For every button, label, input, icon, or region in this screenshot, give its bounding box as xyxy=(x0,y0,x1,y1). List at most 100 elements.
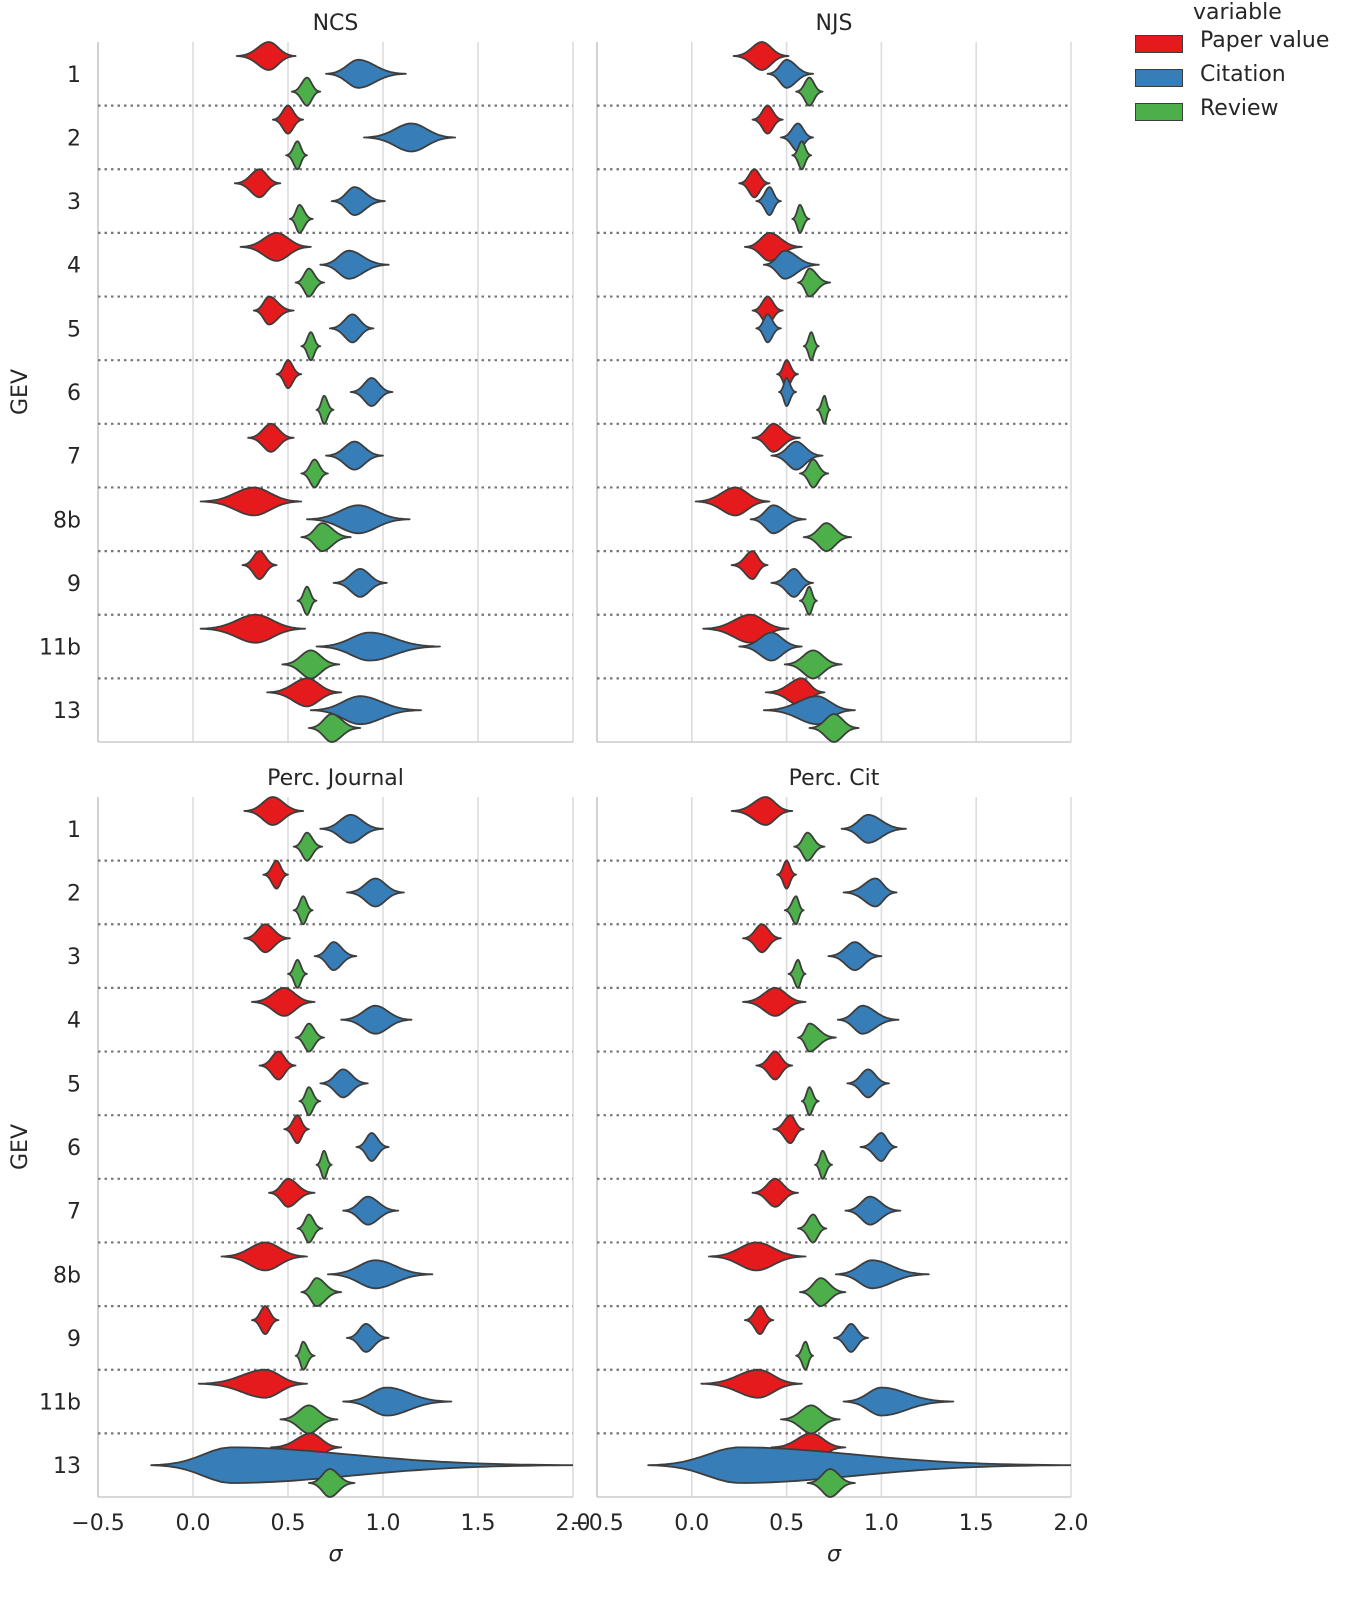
legend-item-citation: Citation xyxy=(1135,60,1345,94)
x-axis-label: σ xyxy=(329,1542,344,1567)
x-tick-label: 0.5 xyxy=(769,1511,804,1536)
violin-paper-value xyxy=(694,486,771,517)
violin-paper-value xyxy=(199,486,303,517)
violin-review xyxy=(797,1213,828,1244)
y-tick-label: 11b xyxy=(39,636,81,661)
violin-citation xyxy=(342,1195,400,1226)
y-tick-label: 4 xyxy=(67,1009,81,1034)
violin-review xyxy=(814,1149,833,1180)
x-tick-label: 0.0 xyxy=(674,1511,709,1536)
y-tick-label: 8b xyxy=(53,508,81,533)
violin-review xyxy=(292,831,324,862)
violin-citation xyxy=(859,1132,898,1162)
violin-paper-value xyxy=(252,295,295,326)
violin-paper-value xyxy=(197,1368,308,1399)
violin-citation xyxy=(780,122,814,153)
y-tick-label: 2 xyxy=(67,881,81,906)
legend-label: Citation xyxy=(1200,62,1286,87)
violin-paper-value xyxy=(266,677,343,708)
panel-title: NCS xyxy=(313,11,359,36)
violin-review xyxy=(315,394,335,425)
violin-citation xyxy=(315,631,441,662)
violin-citation xyxy=(325,440,384,471)
violin-paper-value xyxy=(751,295,784,326)
violin-citation xyxy=(319,813,384,844)
violin-citation xyxy=(319,249,390,280)
violin-citation xyxy=(306,504,411,535)
violin-citation xyxy=(309,695,422,726)
violin-paper-value xyxy=(751,1177,799,1208)
violin-citation xyxy=(770,440,824,471)
violin-review xyxy=(802,331,820,362)
x-tick-label: 1.5 xyxy=(461,1511,496,1536)
violin-paper-value xyxy=(239,232,312,262)
y-axis-label: GEV xyxy=(8,1124,33,1170)
y-tick-label: 8b xyxy=(53,1263,81,1288)
violin-review xyxy=(292,895,314,926)
violin-review xyxy=(783,895,805,926)
violin-citation xyxy=(319,1068,369,1099)
legend-swatch xyxy=(1135,69,1183,87)
violin-citation xyxy=(340,1004,413,1035)
violin-paper-value xyxy=(275,359,303,390)
violin-review xyxy=(783,649,843,680)
x-tick-label: −0.5 xyxy=(71,1511,124,1536)
violin-paper-value xyxy=(271,104,305,135)
violin-citation xyxy=(766,58,814,89)
violin-paper-value xyxy=(730,796,794,826)
violin-citation xyxy=(346,877,405,908)
y-tick-label: 7 xyxy=(67,1200,81,1225)
y-tick-label: 6 xyxy=(67,381,81,406)
y-tick-label: 9 xyxy=(67,572,81,597)
legend-swatch xyxy=(1135,35,1183,53)
violin-citation xyxy=(762,249,820,280)
violin-review xyxy=(296,1213,324,1244)
violin-review xyxy=(795,76,824,107)
violin-review xyxy=(797,267,832,298)
violin-review xyxy=(298,1086,322,1117)
violin-citation xyxy=(836,1004,900,1035)
y-tick-label: 5 xyxy=(67,1072,81,1097)
violin-paper-value xyxy=(708,1241,807,1272)
violin-review xyxy=(802,522,852,552)
violin-review xyxy=(281,649,341,680)
violin-review xyxy=(799,458,830,489)
violin-citation xyxy=(844,1195,902,1226)
violin-citation xyxy=(150,1446,573,1484)
violin-citation xyxy=(755,186,782,216)
violin-paper-value xyxy=(700,1368,803,1399)
violin-paper-value xyxy=(241,550,278,580)
violin-paper-value xyxy=(744,1305,775,1335)
violin-review xyxy=(294,1340,316,1371)
violin-citation xyxy=(327,1259,434,1290)
x-tick-label: 1.0 xyxy=(366,1511,401,1536)
y-tick-label: 3 xyxy=(67,945,81,970)
violin-citation xyxy=(349,377,394,407)
x-tick-label: 0.0 xyxy=(176,1511,211,1536)
violin-paper-value xyxy=(243,923,291,954)
y-axis-label: GEV xyxy=(8,369,33,415)
violin-paper-value xyxy=(742,923,782,954)
violin-paper-value xyxy=(243,796,305,826)
y-tick-label: 1 xyxy=(67,818,81,843)
y-tick-label: 2 xyxy=(67,126,81,151)
violin-paper-value xyxy=(235,41,297,71)
violin-review xyxy=(308,713,362,743)
y-tick-label: 5 xyxy=(67,317,81,342)
violin-review xyxy=(300,331,322,362)
violin-paper-value xyxy=(258,1050,297,1081)
violin-review xyxy=(791,204,811,234)
x-tick-label: 1.0 xyxy=(864,1511,899,1536)
y-tick-label: 11b xyxy=(39,1391,81,1416)
violin-citation xyxy=(833,1323,869,1353)
violin-citation xyxy=(342,1386,453,1417)
violin-citation xyxy=(770,568,814,598)
violin-paper-value xyxy=(744,232,803,262)
violin-citation xyxy=(328,313,375,344)
panel-title: Perc. Journal xyxy=(267,766,404,791)
y-tick-label: 9 xyxy=(67,1327,81,1352)
violin-review xyxy=(300,1277,343,1307)
violin-review xyxy=(294,1022,325,1053)
violin-review xyxy=(800,1086,820,1117)
violin-paper-value xyxy=(776,859,797,890)
